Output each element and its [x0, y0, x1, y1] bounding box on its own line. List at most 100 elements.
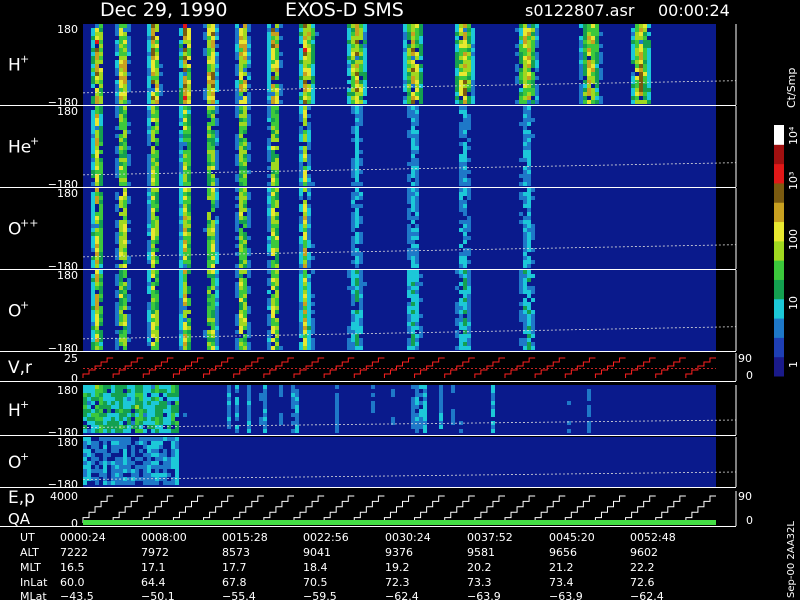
colorbar: Ct/Smp 10⁴ 10³ 100 10 1	[774, 68, 800, 377]
panel-label-sup: +	[20, 299, 29, 312]
colorbar-segment	[774, 221, 784, 242]
plot-area	[83, 24, 716, 105]
pitch-trace	[82, 162, 737, 176]
colorbar-segment	[774, 144, 784, 165]
time-label: 00:00:24	[658, 1, 730, 20]
ephem-cell: 7222	[60, 546, 88, 559]
ephem-cell: 8573	[222, 546, 250, 559]
ephem-cell: 9581	[467, 546, 495, 559]
panel-h-plus-1: H +180−180	[0, 23, 737, 109]
ephem-cell: −62.4	[630, 590, 664, 600]
pitch-trace	[82, 326, 737, 340]
panel-label: V,r	[8, 358, 32, 378]
ephem-row-label: MLT	[20, 561, 41, 574]
spectrogram-cells	[91, 188, 535, 268]
panel-o-plus-plus: O++180−180	[0, 187, 737, 273]
ephem-cell: 0015:28	[222, 531, 268, 544]
panel-label-sup: +	[20, 450, 29, 463]
y-tick-top: 25	[64, 352, 78, 365]
panel-label: He	[8, 138, 31, 158]
ephem-cell: 16.5	[60, 561, 85, 574]
ephem-cell: 9041	[303, 546, 331, 559]
spectrogram-cells	[91, 24, 651, 104]
ephem-cell: 72.3	[385, 576, 410, 589]
ephem-cell: −59.5	[303, 590, 337, 600]
ephem-cell: 64.4	[141, 576, 166, 589]
ephem-cell: 9602	[630, 546, 658, 559]
y-tick-top: 180	[57, 187, 78, 200]
panel-label-2: QA	[8, 510, 31, 528]
y-tick-top: 180	[57, 384, 78, 397]
colorbar-segment	[774, 337, 784, 358]
right-tick-top: 90	[738, 490, 752, 503]
plot-header: Dec 29, 1990 EXOS-D SMS s0122807.asr 00:…	[100, 0, 730, 21]
qa-bar	[83, 520, 716, 525]
plot-area	[83, 106, 716, 187]
colorbar-segment	[774, 318, 784, 338]
y-tick-bottom: 0	[71, 517, 78, 530]
panel-label: O	[8, 220, 21, 240]
step-traces	[82, 357, 716, 378]
ephem-row-label: MLat	[20, 590, 47, 600]
colorbar-segment	[774, 279, 784, 300]
right-tick-bottom: 0	[746, 514, 753, 527]
colorbar-tick: 10³	[787, 172, 800, 190]
ephem-cell: 17.1	[141, 561, 166, 574]
ephem-cell: 22.2	[630, 561, 655, 574]
ephem-cell: 67.8	[222, 576, 247, 589]
panels: H +180−180He+180−180O++180−180O+180−180V,…	[0, 23, 753, 530]
y-tick-top: 180	[57, 105, 78, 118]
plot-area	[83, 270, 716, 351]
ephem-cell: 70.5	[303, 576, 328, 589]
y-tick-top: 180	[57, 23, 78, 36]
spectrogram-cells	[91, 106, 535, 186]
ephem-cell: 0030:24	[385, 531, 431, 544]
ephem-cell: 0037:52	[467, 531, 513, 544]
colorbar-segment	[774, 125, 784, 145]
ephem-cell: −50.1	[141, 590, 175, 600]
step-traces	[82, 495, 716, 523]
ephem-cell: 18.4	[303, 561, 328, 574]
panel-label: E,p	[8, 488, 35, 508]
colorbar-segment	[774, 240, 784, 261]
ephem-cell: 7972	[141, 546, 169, 559]
step-trace	[82, 495, 716, 523]
ephem-cell: −55.4	[222, 590, 256, 600]
panel-label: H	[8, 401, 21, 421]
right-tick-top: 90	[738, 352, 752, 365]
ephem-cell: 20.2	[467, 561, 492, 574]
ephem-cell: 9656	[549, 546, 577, 559]
ephem-cell: 73.4	[549, 576, 574, 589]
ephem-cell: 60.0	[60, 576, 85, 589]
ephem-cell: −63.9	[549, 590, 583, 600]
panel-o-plus-1: O+180−180	[0, 269, 737, 355]
colorbar-segment	[774, 202, 784, 223]
right-tick-bottom: 0	[746, 369, 753, 382]
ephem-cell: 21.2	[549, 561, 574, 574]
panel-o-plus-2: O+180−180	[0, 436, 737, 491]
ephem-cell: 0045:20	[549, 531, 595, 544]
colorbar-tick: 100	[787, 229, 800, 250]
panel-e-p-qa: E,p QA 4000 0 90 0	[0, 488, 753, 530]
spectrogram-cells	[91, 270, 535, 350]
panel-label-sup: +	[20, 398, 29, 411]
step-trace	[82, 357, 716, 378]
instrument-label: EXOS-D SMS	[285, 0, 404, 21]
panel-h-plus-2: H +180−180	[0, 384, 737, 439]
ephem-cell: −43.5	[60, 590, 94, 600]
panel-label-sup: +	[20, 53, 29, 66]
pitch-trace	[82, 471, 737, 480]
ephem-cell: 17.7	[222, 561, 247, 574]
panel-label-sup: +	[30, 135, 39, 148]
ephem-cell: 73.3	[467, 576, 492, 589]
footer-code: Sep-00 2AA32L	[786, 521, 797, 598]
panel-label: O	[8, 302, 21, 322]
ephem-cell: 9376	[385, 546, 413, 559]
colorbar-segment	[774, 182, 784, 203]
spectrogram-cells	[83, 437, 179, 485]
colorbar-segment	[774, 260, 784, 280]
y-tick-top: 4000	[50, 490, 78, 503]
y-tick-bottom: 0	[71, 372, 78, 385]
panel-label-sup: ++	[20, 217, 38, 230]
